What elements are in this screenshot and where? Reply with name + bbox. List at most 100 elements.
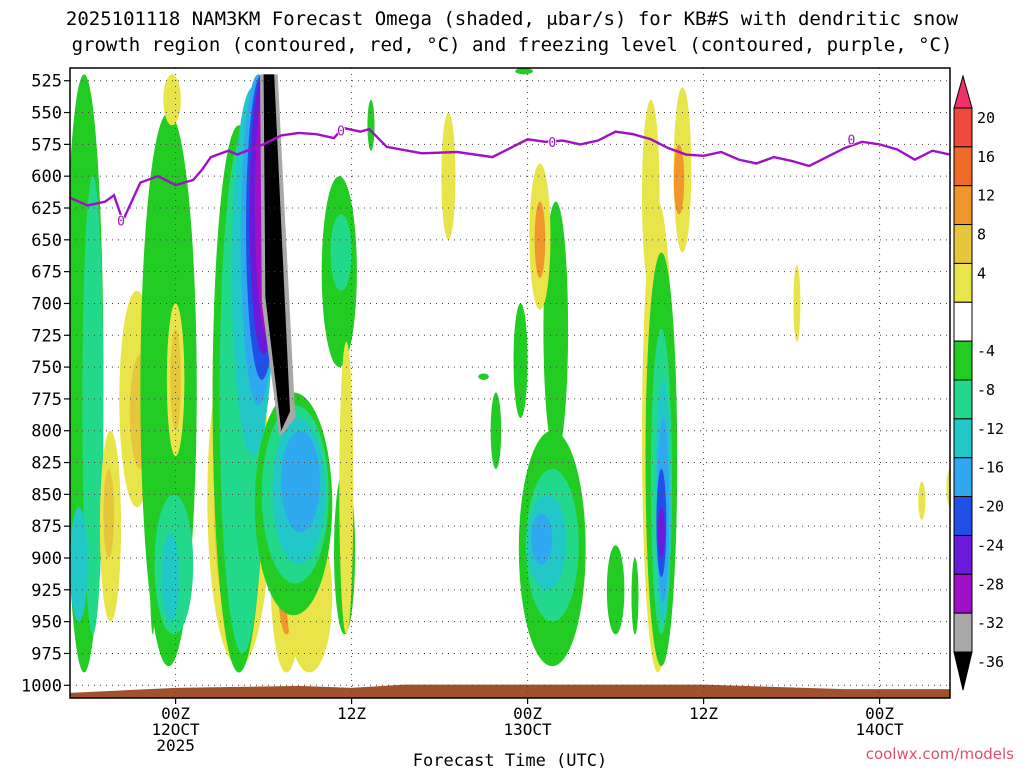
omega-shading [330,214,352,291]
x-tick-label: 12OCT [152,720,201,739]
y-tick-label: 875 [31,517,62,537]
omega-shading [170,328,181,431]
y-tick-label: 700 [31,294,62,314]
contour-label-bg [117,214,126,227]
omega-shading [946,468,950,508]
colorbar-label: -8 [977,381,995,399]
omega-shading [657,507,665,558]
colorbar-box [953,534,973,575]
y-tick-label: 625 [31,199,62,219]
y-tick-label: 800 [31,422,62,442]
terrain-fill [70,684,950,698]
omega-shading [161,532,180,622]
omega-shading [339,341,354,635]
omega-shading [531,513,553,565]
x-tick-label: 00Z [161,704,190,723]
y-tick-label: 575 [31,135,62,155]
freezing-level-label: 0 [548,136,556,151]
colorbar-box [953,457,973,498]
y-axis: 525 550 575 600 625 650 675 700 725 750 775 800 825 8… [21,72,70,696]
colorbar-box [953,262,973,303]
y-tick-label: 550 [31,104,62,124]
freezing-level-label: 0 [337,124,345,139]
colorbar-box [953,573,973,614]
omega-shading [513,303,528,418]
colorbar-label: 8 [977,226,986,244]
colorbar-label: -16 [977,459,1004,477]
colorbar-box [953,612,973,653]
x-tick-label: 00Z [513,704,542,723]
omega-shading [631,558,639,635]
contour-label-bg [337,124,346,137]
omega-shading [367,99,375,151]
colorbar-label: 20 [977,109,995,127]
y-tick-label: 825 [31,454,62,474]
x-tick-label: 2025 [156,736,195,755]
y-tick-label: 775 [31,390,62,410]
colorbar-box [953,185,973,226]
x-tick-label: 12Z [337,704,366,723]
y-tick-label: 950 [31,613,62,633]
omega-shading [534,201,546,278]
y-tick-label: 925 [31,581,62,601]
omega-shading [82,176,104,635]
colorbar-arrow-bottom [953,651,973,691]
freezing-level-label: 0 [117,215,125,230]
watermark-text: coolwx.com/models [865,745,1014,763]
y-tick-label: 900 [31,549,62,569]
x-tick-label: 13OCT [504,720,553,739]
freezing-level-contour: 0 0 0 0 [69,124,951,230]
freezing-level-line [69,126,951,224]
y-tick-label: 725 [31,326,62,346]
x-axis-label: Forecast Time (UTC) [413,751,607,768]
colorbar-box [953,418,973,459]
omega-shading [478,373,489,380]
omega-shading [263,74,290,431]
colorbar-box [953,340,973,381]
contour-label-bg [847,133,856,146]
omega-shading [673,144,685,215]
y-tick-label: 650 [31,231,62,251]
y-tick-label: 1000 [21,676,62,696]
colorbar-box [953,224,973,264]
plot-frame [69,67,951,699]
colorbar-label: -24 [977,536,1004,554]
omega-shading [70,507,88,622]
freezing-level-label: 0 [848,133,856,148]
omega-shading [606,545,625,635]
omega-shading [918,481,926,520]
colorbar-label: -20 [977,498,1004,516]
y-tick-label: 600 [31,167,62,187]
y-tick-label: 750 [31,358,62,378]
colorbar-arrow-top [953,74,973,109]
plot-area [70,68,950,698]
colorbar-box [953,301,973,342]
colorbar-box [953,496,973,536]
colorbar-box [953,379,973,420]
omega-shading [163,74,181,126]
omega-shading [103,468,114,558]
colorbar-label: 4 [977,264,986,282]
y-tick-label: 850 [31,485,62,505]
colorbar-label: -4 [977,342,995,360]
y-tick-label: 675 [31,263,62,283]
colorbar-box [953,107,973,148]
chart-title-line1: 2025101118 NAM3KM Forecast Omega (shaded… [65,8,959,30]
colorbar-label: -32 [977,614,1004,632]
contour-label-bg [548,135,557,148]
chart-title-line2: growth region (contoured, red, °C) and f… [71,34,953,56]
x-tick-label: 14OCT [856,720,905,739]
omega-shading [515,68,533,75]
omega-shading [490,392,502,469]
omega-shading [281,430,320,533]
colorbar-label: -12 [977,420,1004,438]
y-tick-label: 525 [31,72,62,92]
colorbar-box [953,146,973,187]
x-tick-label: 00Z [865,704,894,723]
colorbar-label: 12 [977,187,995,205]
colorbar: 20 16 12 8 4 -4 -8 -12 -16 -20 -24 -28 -32 -36 [953,74,1004,691]
y-tick-label: 975 [31,644,62,664]
colorbar-label: 16 [977,148,995,166]
